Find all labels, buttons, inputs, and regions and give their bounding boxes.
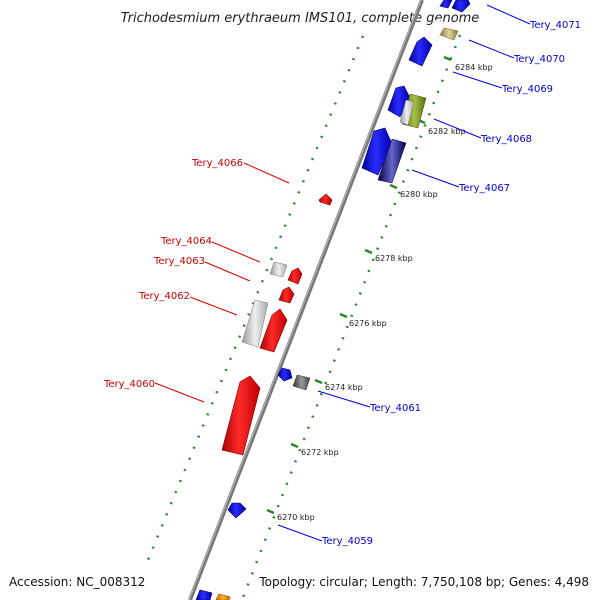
reverse-leaders	[154, 162, 290, 403]
gene-tery-4070-part[interactable]	[427, 19, 445, 42]
gene-tery-4071-part[interactable]	[439, 0, 453, 9]
leader-line	[433, 118, 482, 139]
gene-label-tery-4066[interactable]: Tery_4066	[191, 158, 243, 169]
gene-tery-4068[interactable]	[387, 85, 411, 118]
accession-text: Accession: NC_008312	[9, 575, 145, 589]
tick-mark	[364, 248, 373, 255]
gene-label-tery-4064[interactable]: Tery_4064	[160, 236, 212, 247]
gene-tery-4064[interactable]	[287, 267, 303, 285]
gene-tery-4063[interactable]	[278, 286, 295, 304]
gene-tery-4062[interactable]	[259, 308, 288, 353]
tick-marks	[266, 55, 452, 515]
gene-label-tery-4059[interactable]: Tery_4059	[321, 536, 373, 547]
genome-backbone-highlight	[188, 0, 422, 600]
gene-tery-4061-part[interactable]	[292, 374, 311, 391]
tick-label: 6284 kbp	[455, 63, 493, 72]
leader-line	[317, 390, 371, 408]
tick-label: 6270 kbp	[277, 513, 315, 522]
gene-label-tery-4070[interactable]: Tery_4070	[513, 54, 565, 65]
leader-line	[452, 71, 503, 89]
gene-tery-4067-part[interactable]	[377, 138, 407, 184]
gene-bottom-forward[interactable]	[195, 589, 213, 600]
gene-tery-4063-part[interactable]	[269, 261, 288, 278]
gene-label-tery-4071[interactable]: Tery_4071	[529, 20, 581, 31]
map-title: Trichodesmium erythraeum IMS101, complet…	[121, 11, 480, 26]
gene-tery-4069[interactable]	[408, 36, 433, 67]
gene-label-tery-4060[interactable]: Tery_4060	[103, 379, 155, 390]
gene-tery-4070[interactable]	[439, 27, 459, 41]
leader-line	[243, 162, 290, 184]
tick-mark	[314, 378, 323, 385]
gene-tery-4067[interactable]	[361, 127, 393, 176]
gene-label-tery-4062[interactable]: Tery_4062	[138, 291, 190, 302]
tick-label: 6280 kbp	[400, 190, 438, 199]
gene-label-tery-4061[interactable]: Tery_4061	[369, 403, 421, 414]
tick-labels: 6270 kbp 6272 kbp 6274 kbp 6276 kbp 6278…	[277, 63, 493, 522]
leader-line	[211, 241, 261, 263]
tick-mark	[443, 55, 452, 62]
gene-label-tery-4068[interactable]: Tery_4068	[480, 134, 532, 145]
leader-line	[411, 169, 460, 188]
gene-bottom-forward-orange[interactable]	[215, 593, 231, 600]
gene-tery-4068-part-gray[interactable]	[399, 99, 415, 126]
forward-genes	[195, 0, 471, 600]
forward-track-guide	[240, 34, 462, 600]
reverse-gene-labels: Tery_4060 Tery_4062 Tery_4063 Tery_4064 …	[103, 158, 243, 390]
gene-tery-4071[interactable]	[451, 0, 471, 13]
leader-line	[189, 296, 238, 316]
leader-line	[154, 382, 205, 403]
topology-text: Topology: circular; Length: 7,750,108 bp…	[258, 575, 589, 589]
leader-line	[468, 39, 515, 59]
gene-tery-4059[interactable]	[227, 502, 247, 519]
forward-leaders	[277, 4, 531, 542]
gene-tery-4061[interactable]	[277, 367, 293, 382]
gene-label-tery-4067[interactable]: Tery_4067	[458, 183, 510, 194]
tick-label: 6272 kbp	[301, 448, 339, 457]
gene-tery-4062-part[interactable]	[241, 299, 269, 348]
tick-label: 6282 kbp	[428, 127, 466, 136]
tick-label: 6274 kbp	[325, 383, 363, 392]
tick-mark	[339, 312, 348, 319]
tick-label: 6278 kbp	[375, 254, 413, 263]
genome-backbone	[188, 0, 424, 600]
reverse-genes	[221, 193, 333, 456]
tick-mark	[290, 442, 299, 449]
tick-mark	[389, 183, 398, 190]
gene-label-tery-4063[interactable]: Tery_4063	[153, 256, 205, 267]
gene-tery-4060[interactable]	[221, 375, 261, 456]
tick-mark	[266, 508, 275, 515]
gene-tery-4066[interactable]	[318, 193, 333, 206]
gene-label-tery-4069[interactable]: Tery_4069	[501, 84, 553, 95]
forward-gene-labels: Tery_4059 Tery_4061 Tery_4067 Tery_4068 …	[321, 20, 581, 547]
tick-label: 6276 kbp	[349, 319, 387, 328]
leader-line	[486, 4, 531, 25]
leader-line	[277, 524, 323, 542]
leader-line	[204, 261, 251, 282]
